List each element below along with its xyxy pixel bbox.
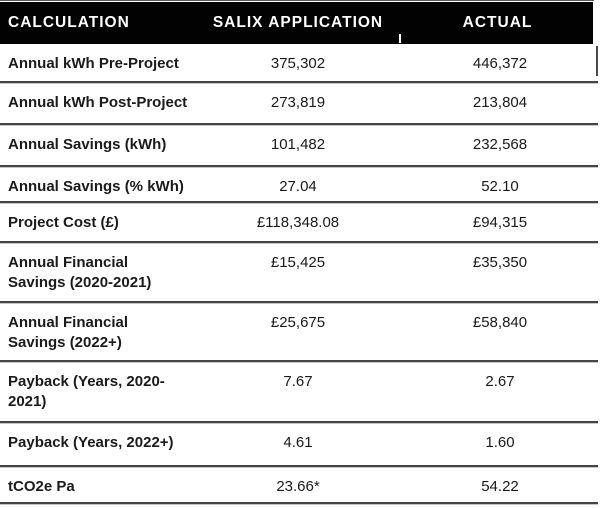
right-edge-mark	[596, 46, 598, 76]
actual-value: £58,840	[472, 314, 528, 331]
table-row: Payback (Years, 2020- 2021) 7.67 2.67	[0, 362, 598, 423]
actual-value: 1.60	[485, 434, 515, 451]
column-header-salix-application: SALIX APPLICATION	[212, 14, 384, 31]
actual-value: 232,568	[472, 136, 528, 153]
salix-value: £15,425	[270, 254, 326, 271]
calculation-label: Annual Financial Savings (2022+)	[8, 314, 129, 351]
salix-value: £118,348.08	[256, 214, 340, 231]
calculation-label: Annual kWh Post-Project	[8, 94, 188, 111]
actual-value: 52.10	[481, 178, 519, 195]
calculation-label: Annual Financial Savings (2020-2021)	[8, 254, 152, 291]
salix-value: 23.66*	[276, 478, 320, 495]
table-row: Annual Savings (kWh) 101,482 232,568	[0, 125, 598, 167]
salix-value: 4.61	[283, 434, 313, 451]
calculation-label: Annual kWh Pre-Project	[8, 55, 179, 72]
table-row: Annual kWh Pre-Project 375,302 446,372	[0, 44, 598, 83]
table-row: Annual kWh Post-Project 273,819 213,804	[0, 83, 598, 125]
actual-value: 213,804	[472, 94, 528, 111]
salix-value: £25,675	[270, 314, 326, 331]
table-row: Annual Financial Savings (2020-2021) £15…	[0, 243, 598, 303]
actual-value: 446,372	[472, 55, 528, 72]
salix-value: 7.67	[283, 373, 313, 390]
text-cursor-artifact	[399, 34, 401, 43]
table-body: Annual kWh Pre-Project 375,302 446,372 A…	[0, 44, 598, 504]
salix-value: 375,302	[270, 55, 326, 72]
salix-value: 101,482	[270, 136, 326, 153]
actual-value: 2.67	[485, 373, 515, 390]
table-top-border	[0, 0, 594, 1]
actual-value: £94,315	[472, 214, 528, 231]
column-header-calculation: CALCULATION	[8, 14, 130, 31]
column-header-actual: ACTUAL	[462, 14, 533, 31]
actual-value: 54.22	[481, 478, 519, 495]
calculation-label: tCO2e Pa	[8, 478, 75, 495]
calculation-label: Payback (Years, 2020- 2021)	[8, 373, 165, 410]
calculation-label: Payback (Years, 2022+)	[8, 434, 174, 451]
table-row: Annual Savings (% kWh) 27.04 52.10	[0, 167, 598, 203]
table-header-row: CALCULATION SALIX APPLICATION ACTUAL	[0, 2, 593, 44]
table-row: Annual Financial Savings (2022+) £25,675…	[0, 303, 598, 362]
table-row: Project Cost (£) £118,348.08 £94,315	[0, 203, 598, 243]
salix-value: 273,819	[270, 94, 326, 111]
table-row: tCO2e Pa 23.66* 54.22	[0, 467, 598, 504]
calculation-label: Project Cost (£)	[8, 214, 119, 231]
actual-value: £35,350	[472, 254, 528, 271]
salix-value: 27.04	[279, 178, 317, 195]
calculation-label: Annual Savings (% kWh)	[8, 178, 184, 195]
calculation-label: Annual Savings (kWh)	[8, 136, 167, 153]
table-row: Payback (Years, 2022+) 4.61 1.60	[0, 423, 598, 467]
